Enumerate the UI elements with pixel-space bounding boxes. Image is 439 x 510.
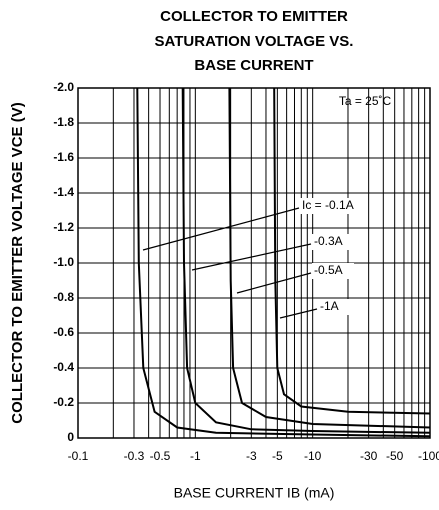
y-tick-label: -2.0 bbox=[53, 80, 74, 94]
x-axis-label: BASE CURRENT IB (mA) bbox=[174, 485, 335, 501]
arrow bbox=[279, 308, 318, 319]
x-tick-label: -10 bbox=[304, 449, 322, 463]
arrow bbox=[191, 243, 312, 271]
series-label: -0.3A bbox=[314, 234, 343, 248]
arrow bbox=[236, 272, 312, 294]
annotation: Ta = 25˚C bbox=[339, 94, 392, 108]
curve bbox=[136, 87, 431, 438]
y-tick-label: -1.2 bbox=[53, 220, 74, 234]
curve bbox=[228, 87, 431, 429]
label-bg bbox=[318, 299, 360, 315]
x-tick-label: -100 bbox=[418, 449, 439, 463]
x-tick-label: -30 bbox=[360, 449, 378, 463]
series-label: Ic = -0.1A bbox=[302, 198, 354, 212]
label-bg bbox=[312, 263, 354, 279]
y-tick-label: -0.4 bbox=[53, 360, 74, 374]
y-tick-label: -1.6 bbox=[53, 150, 74, 164]
x-tick-label: -0.1 bbox=[68, 449, 89, 463]
y-tick-label: -0.6 bbox=[53, 325, 74, 339]
series-label: -1A bbox=[320, 299, 339, 313]
plot-frame bbox=[77, 87, 431, 439]
series-label: -0.5A bbox=[314, 263, 343, 277]
label-bg bbox=[312, 234, 354, 250]
y-axis-label: COLLECTOR TO EMITTER VOLTAGE VCE (V) bbox=[9, 102, 26, 423]
x-tick-label: -3 bbox=[246, 449, 257, 463]
x-tick-label: -5 bbox=[272, 449, 283, 463]
chart-title: SATURATION VOLTAGE VS. bbox=[155, 33, 354, 50]
chart-title: BASE CURRENT bbox=[194, 57, 313, 74]
curve bbox=[273, 87, 431, 415]
x-tick-label: -50 bbox=[386, 449, 404, 463]
y-tick-label: -1.4 bbox=[53, 185, 74, 199]
curve bbox=[181, 87, 431, 434]
y-tick-label: -0.2 bbox=[53, 395, 74, 409]
chart-title: COLLECTOR TO EMITTER bbox=[160, 8, 348, 25]
arrow bbox=[142, 207, 300, 251]
y-tick-label: -1.0 bbox=[53, 255, 74, 269]
x-tick-label: -1 bbox=[190, 449, 201, 463]
y-tick-label: -1.8 bbox=[53, 115, 74, 129]
y-tick-label: 0 bbox=[67, 430, 74, 444]
y-tick-label: -0.8 bbox=[53, 290, 74, 304]
x-tick-label: -0.3 bbox=[124, 449, 145, 463]
label-bg bbox=[300, 198, 366, 214]
x-tick-label: -0.5 bbox=[150, 449, 171, 463]
